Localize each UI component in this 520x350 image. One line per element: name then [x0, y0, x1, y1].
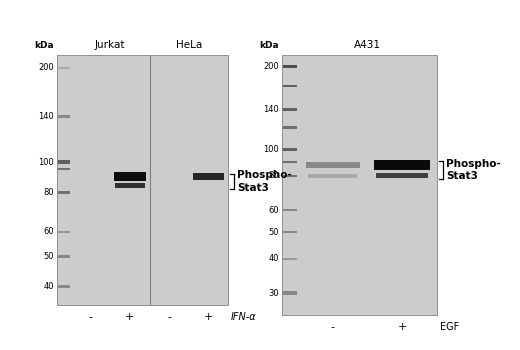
Text: +: + [398, 322, 407, 332]
Text: 80: 80 [43, 188, 54, 197]
Text: Phospho-
Stat3: Phospho- Stat3 [237, 170, 292, 192]
Text: 100: 100 [263, 145, 279, 154]
Text: Phospho-
Stat3: Phospho- Stat3 [446, 159, 501, 181]
Bar [282, 55, 437, 315]
Text: 50: 50 [268, 228, 279, 237]
Bar [283, 65, 297, 68]
Text: 80: 80 [268, 172, 279, 181]
Bar [283, 209, 297, 211]
Bar [58, 168, 70, 170]
Text: A431: A431 [354, 40, 381, 50]
Bar [283, 126, 297, 129]
Text: HeLa: HeLa [176, 40, 202, 50]
Bar [58, 285, 70, 288]
Bar [283, 107, 297, 111]
Text: +: + [125, 312, 135, 322]
Text: EGF: EGF [440, 322, 459, 332]
Bar [114, 172, 146, 181]
Text: 60: 60 [268, 206, 279, 215]
Text: kDa: kDa [34, 42, 54, 50]
Text: 140: 140 [263, 105, 279, 113]
Bar [57, 55, 228, 305]
Bar [115, 183, 145, 188]
Text: 40: 40 [268, 254, 279, 263]
Bar [308, 174, 357, 178]
Bar [58, 191, 70, 194]
Text: 50: 50 [44, 252, 54, 261]
Text: kDa: kDa [259, 42, 279, 50]
Text: 60: 60 [43, 227, 54, 236]
Text: 100: 100 [38, 158, 54, 167]
Bar [58, 67, 70, 69]
Text: IFN-α: IFN-α [231, 312, 257, 322]
Bar [283, 175, 297, 177]
Text: 200: 200 [38, 63, 54, 72]
Bar [58, 231, 70, 233]
Text: 30: 30 [268, 289, 279, 298]
Bar [193, 173, 224, 180]
Bar [283, 147, 297, 151]
Bar [283, 292, 297, 295]
Bar [58, 160, 70, 164]
Bar [58, 115, 70, 118]
Bar [306, 162, 360, 168]
Bar [283, 161, 297, 163]
Text: -: - [88, 312, 93, 322]
Bar [283, 231, 297, 233]
Text: 200: 200 [263, 62, 279, 71]
Text: -: - [167, 312, 171, 322]
Bar [283, 85, 297, 87]
Bar [283, 258, 297, 260]
Text: 140: 140 [38, 112, 54, 121]
Text: -: - [331, 322, 335, 332]
Bar [376, 174, 428, 178]
Bar [58, 255, 70, 258]
Text: Jurkat: Jurkat [95, 40, 125, 50]
Bar [374, 160, 430, 169]
Text: 40: 40 [44, 282, 54, 291]
Text: +: + [204, 312, 213, 322]
